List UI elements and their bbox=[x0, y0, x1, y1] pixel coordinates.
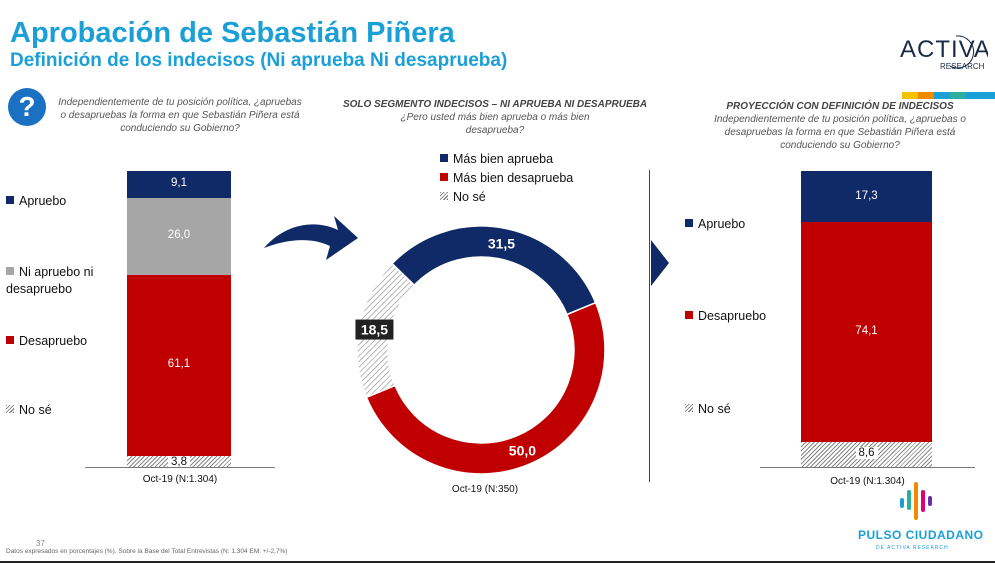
legend-item-ni-apruebo: Ni apruebo ni desapruebo bbox=[6, 265, 94, 296]
donut-value-label: 31,5 bbox=[488, 235, 515, 251]
legend-item-no-se: No sé bbox=[6, 402, 52, 419]
right-header: PROYECCIÓN CON DEFINICIÓN DE INDECISOS bbox=[726, 101, 954, 112]
activa-research-logo: ACTIVA RESEARCH bbox=[896, 30, 990, 72]
curved-arrow bbox=[262, 208, 362, 266]
legend-swatch bbox=[6, 405, 14, 413]
right-bar-segment-desapruebo: 74,1 bbox=[801, 222, 932, 442]
left-bar-value-label: 9,1 bbox=[171, 177, 187, 190]
bottom-rule bbox=[0, 561, 995, 563]
page-title: Aprobación de Sebastián Piñera bbox=[10, 17, 455, 49]
right-bar-value-label: 74,1 bbox=[855, 324, 878, 337]
left-question: Independientemente de tu posición políti… bbox=[58, 97, 302, 134]
legend-swatch bbox=[6, 267, 14, 275]
logo-sub: RESEARCH bbox=[940, 62, 985, 71]
right-bar-segment-no-s-: 8,6 bbox=[801, 441, 932, 467]
right-x-label: Oct-19 (N:1.304) bbox=[830, 476, 905, 487]
page-subtitle: Definición de los indecisos (Ni aprueba … bbox=[10, 50, 508, 71]
left-x-axis bbox=[85, 467, 275, 468]
legend-swatch bbox=[685, 219, 693, 227]
donut-chart-container: 31,5 50,0 18,5 bbox=[355, 218, 615, 483]
donut-label-bg bbox=[355, 319, 394, 340]
left-bar-segment-desapruebo: 61,1 bbox=[127, 274, 231, 456]
legend-item-no-se-right: No sé bbox=[685, 401, 731, 418]
legend-item-apruebo-right: Apruebo bbox=[685, 216, 745, 233]
legend-swatch bbox=[6, 196, 14, 204]
donut-x-label: Oct-19 (N:350) bbox=[451, 484, 519, 495]
left-stacked-bar: 3,8 61,1 26,0 9,1 bbox=[127, 171, 231, 468]
legend-swatch bbox=[440, 192, 448, 200]
donut-chart: 31,5 50,0 18,5 bbox=[355, 225, 606, 475]
legend-item-desapruebo: Desapruebo bbox=[6, 333, 87, 350]
legend-item-no-se-donut: No sé bbox=[440, 189, 486, 206]
legend-swatch bbox=[440, 173, 448, 181]
page-number: 37 bbox=[36, 539, 45, 548]
legend-swatch bbox=[685, 311, 693, 319]
left-bar-value-label: 3,8 bbox=[168, 455, 190, 468]
donut-slice-m-s-bien-desaprueba bbox=[365, 301, 606, 475]
legend-item-desapruebo-right: Desapruebo bbox=[685, 308, 766, 325]
triangle-arrow bbox=[651, 240, 671, 286]
legend-item-mas-bien-desaprueba: Más bien desaprueba bbox=[440, 170, 573, 187]
middle-question: ¿Pero usted más bien aprueba o más bien … bbox=[400, 112, 590, 136]
legend-item-apruebo: Apruebo bbox=[6, 193, 66, 210]
left-bar-segment-apruebo: 9,1 bbox=[127, 171, 231, 198]
right-bar-value-label: 17,3 bbox=[855, 189, 878, 202]
legend-swatch bbox=[440, 154, 448, 162]
right-bar-value-label: 8,6 bbox=[855, 447, 878, 460]
left-bar-value-label: 61,1 bbox=[167, 358, 191, 371]
donut-value-label: 18,5 bbox=[361, 322, 388, 338]
right-bar-segment-apruebo: 17,3 bbox=[801, 171, 932, 223]
donut-value-label: 50,0 bbox=[509, 442, 536, 458]
left-bar-segment-no-s-: 3,8 bbox=[127, 455, 231, 468]
brand-name: PULSO CIUDADANO bbox=[858, 528, 984, 542]
right-x-axis bbox=[760, 467, 975, 468]
legend-item-mas-bien-aprueba: Más bien aprueba bbox=[440, 151, 553, 168]
brand-subtitle: DE ACTIVA RESEARCH bbox=[876, 545, 949, 551]
legend-swatch bbox=[6, 336, 14, 344]
question-icon: ? bbox=[8, 88, 46, 126]
right-stacked-bar: 8,6 74,1 17,3 bbox=[801, 171, 932, 467]
left-x-label: Oct-19 (N:1.304) bbox=[142, 474, 218, 485]
left-bar-value-label: 26,0 bbox=[167, 229, 191, 242]
logo-text: ACTIVA bbox=[900, 36, 988, 63]
legend-swatch bbox=[685, 404, 693, 412]
left-bar-segment-ni-apruebo-ni-desapruebo: 26,0 bbox=[127, 197, 231, 275]
footer-note: Datos expresados en porcentajes (%). Sob… bbox=[6, 548, 288, 555]
right-question: Independientemente de tu posición políti… bbox=[714, 114, 966, 151]
pulso-ciudadano-logo-icon bbox=[898, 480, 938, 525]
vertical-divider bbox=[649, 170, 650, 482]
middle-header: SOLO SEGMENTO INDECISOS – NI APRUEBA NI … bbox=[342, 99, 648, 110]
brand-color-strip bbox=[902, 86, 995, 99]
